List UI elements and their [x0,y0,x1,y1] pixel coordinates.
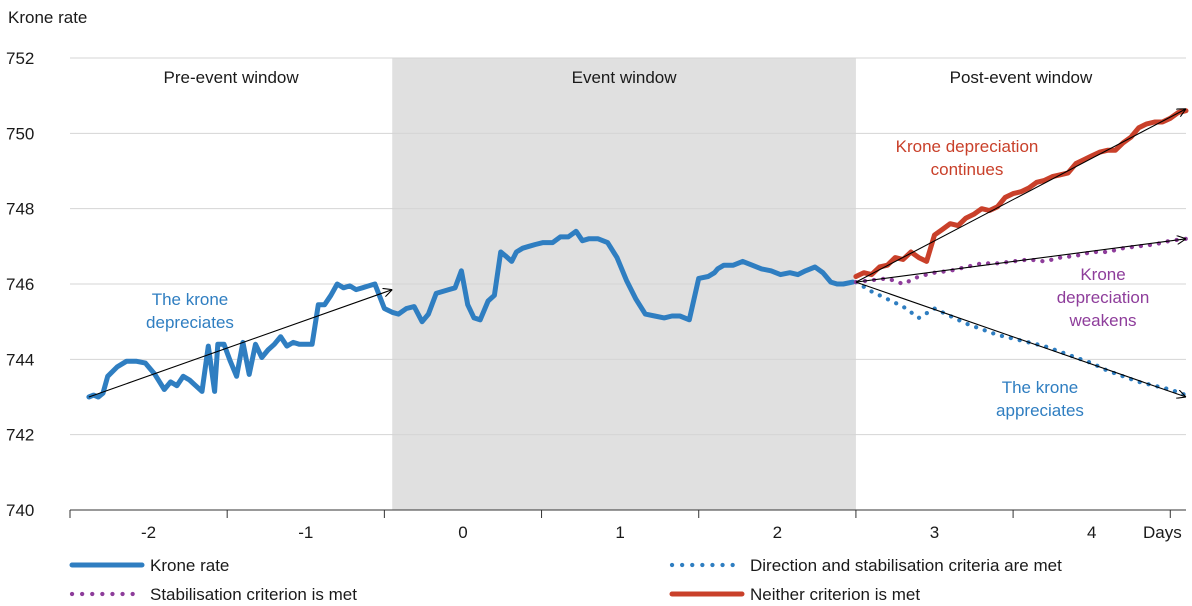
annotation-krone-depreciates: The krone [152,290,229,309]
annotation-depreciation-weakens: Krone [1080,265,1125,284]
x-tick-label: 1 [615,523,624,542]
x-tick-label: -1 [298,523,313,542]
y-tick-label: 740 [6,501,34,520]
annotation-depreciation-continues: continues [931,160,1004,179]
y-tick-label: 750 [6,124,34,143]
y-tick-label: 746 [6,275,34,294]
legend-krone-rate-label: Krone rate [150,556,229,575]
window-label: Event window [572,68,678,87]
krone-rate-line [86,228,856,400]
x-tick-label: 2 [773,523,782,542]
annotation-krone-appreciates: appreciates [996,401,1084,420]
annotation-depreciation-continues: Krone depreciation [896,137,1039,156]
legend-stabilisation-label: Stabilisation criterion is met [150,585,357,604]
stabilisation-dotted-line [853,236,1189,287]
trend-arrow [855,281,1186,397]
annotation-depreciation-weakens: depreciation [1057,288,1150,307]
y-tick-label: 742 [6,426,34,445]
window-label: Pre-event window [164,68,300,87]
window-label: Post-event window [950,68,1093,87]
direction-stabilisation-dotted-line [853,280,1189,398]
annotation-krone-appreciates: The krone [1002,378,1079,397]
x-tick-label: 3 [930,523,939,542]
y-axis-label: Krone rate [8,8,87,27]
x-tick-label: 4 [1087,523,1096,542]
neither-criterion-line [853,108,1189,279]
x-tick-label: 0 [458,523,467,542]
trend-arrow [855,239,1186,283]
y-tick-label: 752 [6,49,34,68]
trend-arrow [88,290,392,398]
trend-arrow [855,109,1186,283]
annotation-depreciation-weakens: weakens [1068,311,1136,330]
legend-neither-label: Neither criterion is met [750,585,920,604]
x-axis-label: Days [1143,523,1182,542]
legend-direction-stabilisation-label: Direction and stabilisation criteria are… [750,556,1062,575]
y-tick-label: 744 [6,350,34,369]
y-tick-label: 748 [6,200,34,219]
annotation-krone-depreciates: depreciates [146,313,234,332]
x-tick-label: -2 [141,523,156,542]
